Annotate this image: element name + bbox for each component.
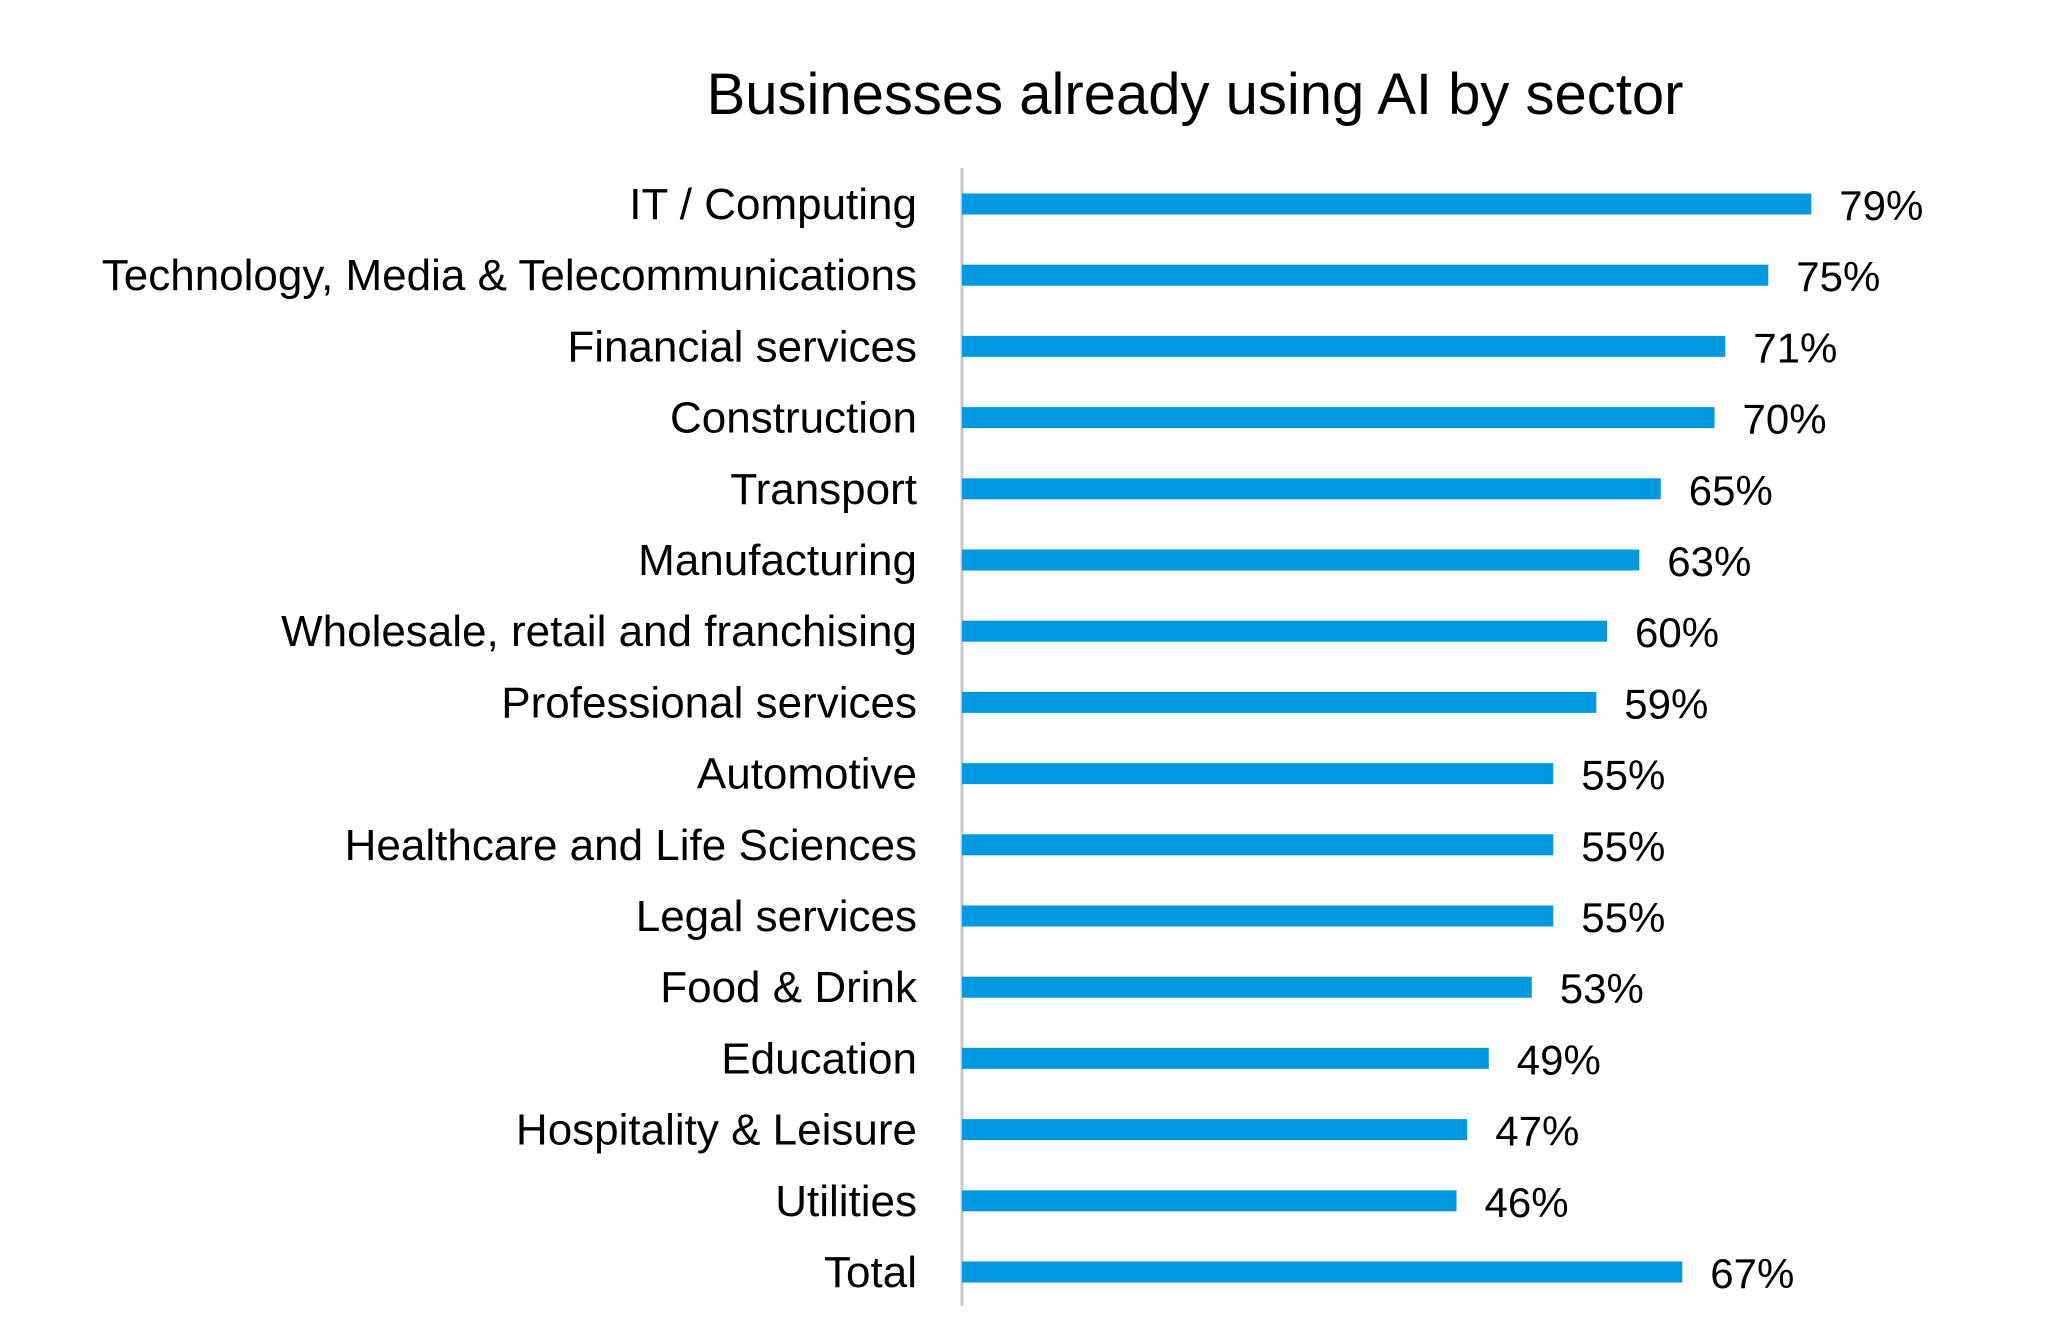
category-label: Food & Drink xyxy=(660,963,918,1012)
category-label: Healthcare and Life Sciences xyxy=(345,821,917,870)
bar-6 xyxy=(962,620,1607,642)
category-label: Professional services xyxy=(501,678,917,727)
data-label: 49% xyxy=(1517,1036,1601,1083)
bar-9 xyxy=(962,834,1554,856)
bar-11 xyxy=(962,976,1532,998)
bar-10 xyxy=(962,905,1554,927)
data-label: 60% xyxy=(1635,609,1719,656)
category-labels: IT / Computing Technology, Media & Teleco… xyxy=(102,180,918,1297)
category-label: Automotive xyxy=(697,750,917,799)
bar-8 xyxy=(962,763,1554,785)
data-label: 53% xyxy=(1560,965,1644,1012)
category-label: Financial services xyxy=(567,322,917,371)
data-label: 79% xyxy=(1839,182,1923,229)
category-label: Construction xyxy=(670,394,917,443)
data-label: 47% xyxy=(1495,1108,1579,1155)
data-label: 55% xyxy=(1581,894,1665,941)
bar-0 xyxy=(962,193,1812,215)
category-label: IT / Computing xyxy=(629,180,917,229)
bar-12 xyxy=(962,1047,1489,1069)
bar-1 xyxy=(962,264,1769,286)
bars-group xyxy=(962,193,1812,1283)
bar-7 xyxy=(962,691,1597,713)
category-label: Hospitality & Leisure xyxy=(516,1106,917,1155)
category-label: Legal services xyxy=(636,892,917,941)
data-label: 46% xyxy=(1485,1179,1569,1226)
data-label: 59% xyxy=(1624,680,1708,727)
bar-15 xyxy=(962,1261,1683,1283)
category-label: Transport xyxy=(730,465,917,514)
bar-3 xyxy=(962,407,1715,429)
bar-4 xyxy=(962,478,1661,500)
data-label: 67% xyxy=(1710,1250,1794,1297)
bar-2 xyxy=(962,335,1726,357)
data-label: 65% xyxy=(1689,467,1773,514)
category-label: Technology, Media & Telecommunications xyxy=(102,251,917,300)
value-labels: 79% 75% 71% 70% 65% 63% 60% 59% 55% 55% 55% 53% 49% 4… xyxy=(1485,182,1924,1297)
data-label: 70% xyxy=(1743,396,1827,443)
bar-14 xyxy=(962,1190,1457,1212)
category-label: Education xyxy=(721,1034,917,1083)
data-label: 55% xyxy=(1581,823,1665,870)
category-label: Wholesale, retail and franchising xyxy=(281,607,917,656)
category-label: Utilities xyxy=(775,1177,917,1226)
category-label: Manufacturing xyxy=(638,536,917,585)
data-label: 75% xyxy=(1796,253,1880,300)
bar-5 xyxy=(962,549,1640,571)
chart-title: Businesses already using AI by sector xyxy=(707,62,1684,127)
bar-13 xyxy=(962,1119,1468,1141)
data-label: 55% xyxy=(1581,752,1665,799)
data-label: 63% xyxy=(1667,538,1751,585)
data-label: 71% xyxy=(1753,324,1837,371)
category-label: Total xyxy=(824,1248,917,1297)
